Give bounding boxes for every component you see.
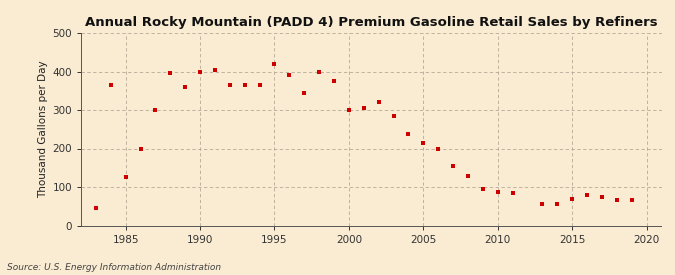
Point (373, 100, 384, 104)
Point (552, 202, 563, 207)
Point (329, 79, 340, 83)
Point (626, 198, 637, 203)
Point (403, 132, 414, 136)
Point (344, 108, 354, 112)
Point (269, 62, 280, 66)
Title: Annual Rocky Mountain (PADD 4) Premium Gasoline Retail Sales by Refiners: Annual Rocky Mountain (PADD 4) Premium G… (85, 16, 657, 29)
Point (507, 191, 518, 195)
Point (462, 174, 473, 178)
Point (225, 83, 236, 87)
Point (240, 83, 250, 87)
Point (209, 67, 220, 72)
Point (284, 73, 295, 78)
Point (194, 69, 205, 74)
Point (299, 90, 310, 95)
Point (358, 106, 369, 110)
Point (90, 206, 101, 210)
Point (314, 70, 325, 75)
Point (418, 141, 429, 145)
Point (597, 194, 608, 199)
Point (135, 146, 146, 151)
Point (477, 187, 488, 191)
Point (150, 108, 161, 112)
Point (492, 189, 503, 194)
Point (120, 175, 131, 180)
Point (388, 114, 399, 118)
Point (612, 198, 622, 203)
Y-axis label: Thousand Gallons per Day: Thousand Gallons per Day (38, 60, 48, 198)
Point (105, 83, 116, 87)
Point (165, 71, 176, 76)
Text: Source: U.S. Energy Information Administration: Source: U.S. Energy Information Administ… (7, 263, 221, 272)
Point (582, 192, 593, 197)
Point (254, 83, 265, 87)
Point (567, 197, 578, 202)
Point (448, 164, 458, 168)
Point (433, 146, 443, 151)
Point (180, 85, 190, 89)
Point (537, 202, 548, 207)
